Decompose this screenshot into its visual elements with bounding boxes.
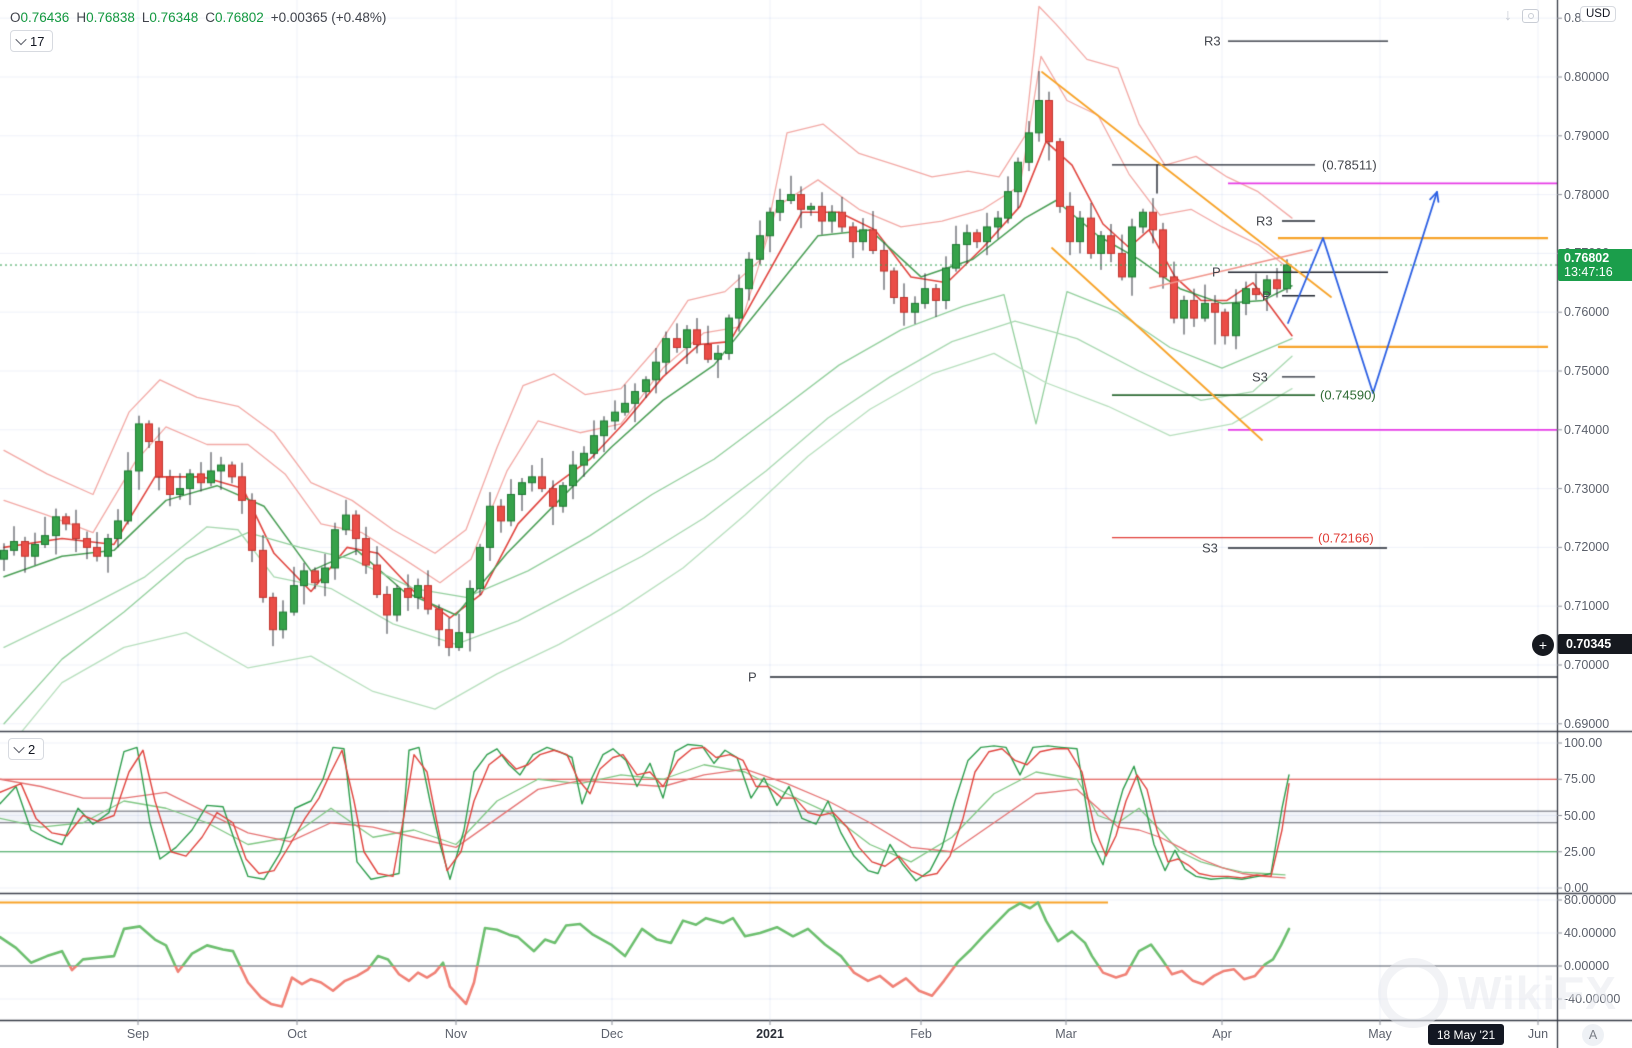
download-icon[interactable]: ↓	[1504, 7, 1512, 24]
indicator-dropdown[interactable]: 2	[8, 738, 45, 760]
time-axis-label: Jun	[1527, 1027, 1549, 1041]
open-label: O	[10, 10, 21, 25]
time-axis-label: Nov	[444, 1027, 468, 1041]
ohlc-legend: O0.76436 H0.76838 L0.76348 C0.76802 +0.00365…	[10, 10, 386, 25]
time-axis-label: Feb	[910, 1027, 932, 1041]
time-axis-label: May	[1368, 1027, 1392, 1041]
annotation-label: 0.73000	[1564, 481, 1610, 496]
annotation-label: 0.74000	[1564, 422, 1610, 437]
annotation-label: 0.75000	[1564, 364, 1610, 378]
annotation-label: (0.78511)	[1322, 157, 1377, 173]
annotation-label: -40.00000	[1564, 992, 1621, 1006]
auto-scale-badge[interactable]: A	[1582, 1024, 1604, 1046]
currency-badge[interactable]: USD	[1580, 6, 1617, 22]
annotation-label: 0.76000	[1564, 305, 1610, 320]
annotation-label: (0.74590)	[1320, 387, 1376, 403]
low-value: 0.76348	[149, 10, 199, 25]
interval-dropdown-label: 17	[30, 33, 45, 49]
annotation-label: 25.00	[1564, 844, 1596, 859]
time-axis-label: Sep	[126, 1027, 150, 1041]
indicator-dropdown-label: 2	[28, 741, 36, 757]
close-value: 0.76802	[214, 10, 264, 25]
annotation-label: (0.72166)	[1318, 530, 1374, 546]
watermark-logo-icon	[1378, 958, 1448, 1028]
time-axis-label: 2021	[756, 1027, 784, 1041]
watermark-text: WikiFX	[1458, 967, 1617, 1019]
annotation-label: 0.71000	[1564, 599, 1610, 614]
chart-toolbar: ↓	[1504, 8, 1539, 24]
annotation-label: 0.79000	[1564, 128, 1610, 143]
crosshair-price-badge: 0.70345	[1558, 634, 1632, 655]
annotation-label: 0.00000	[1564, 959, 1610, 973]
time-axis-label: Dec	[600, 1027, 624, 1041]
low-label: L	[141, 10, 150, 25]
chevron-down-icon	[15, 33, 27, 46]
last-price-value: 0.76802	[1564, 251, 1610, 266]
bar-countdown: 13:47:16	[1564, 265, 1613, 280]
time-axis-label: Mar	[1055, 1027, 1077, 1041]
close-label: C	[205, 10, 215, 25]
annotation-label: 0.00	[1564, 881, 1589, 895]
annotation-label: 80.00000	[1564, 893, 1617, 907]
annotation-label: P	[1262, 288, 1271, 304]
annotation-label: 75.00	[1564, 772, 1596, 787]
annotation-label: S3	[1252, 369, 1268, 385]
annotation-label: P	[1212, 264, 1221, 280]
annotation-label: 0.72000	[1564, 540, 1610, 555]
annotation-label: P	[748, 669, 757, 685]
add-alert-icon[interactable]: +	[1532, 633, 1554, 656]
annotation-label: R3	[1256, 213, 1273, 229]
high-value: 0.76838	[86, 10, 135, 25]
annotation-label: 40.00000	[1564, 926, 1617, 940]
interval-dropdown[interactable]: 17	[10, 30, 54, 52]
annotation-label: 0.80000	[1564, 70, 1610, 84]
annotation-label: S3	[1202, 540, 1218, 556]
camera-icon[interactable]	[1522, 9, 1539, 23]
annotation-label: 100.00	[1564, 736, 1603, 750]
chevron-down-icon	[13, 741, 25, 754]
annotation-label: R3	[1204, 33, 1221, 49]
annotation-label: 0.69000	[1564, 716, 1610, 731]
last-price-badge: 0.76802 13:47:16	[1558, 249, 1632, 282]
watermark: WikiFX	[1378, 958, 1617, 1028]
crosshair-date-badge: 18 May '21	[1428, 1024, 1504, 1045]
time-axis-label: Oct	[287, 1027, 307, 1041]
open-value: 0.76436	[20, 10, 70, 25]
high-label: H	[76, 10, 87, 25]
change-value: +0.00365 (+0.48%)	[270, 10, 387, 25]
annotation-label: 0.78000	[1564, 187, 1610, 202]
annotation-label: 50.00	[1564, 808, 1596, 823]
time-axis-label: Apr	[1212, 1027, 1232, 1041]
annotation-label: 0.70000	[1564, 658, 1610, 672]
